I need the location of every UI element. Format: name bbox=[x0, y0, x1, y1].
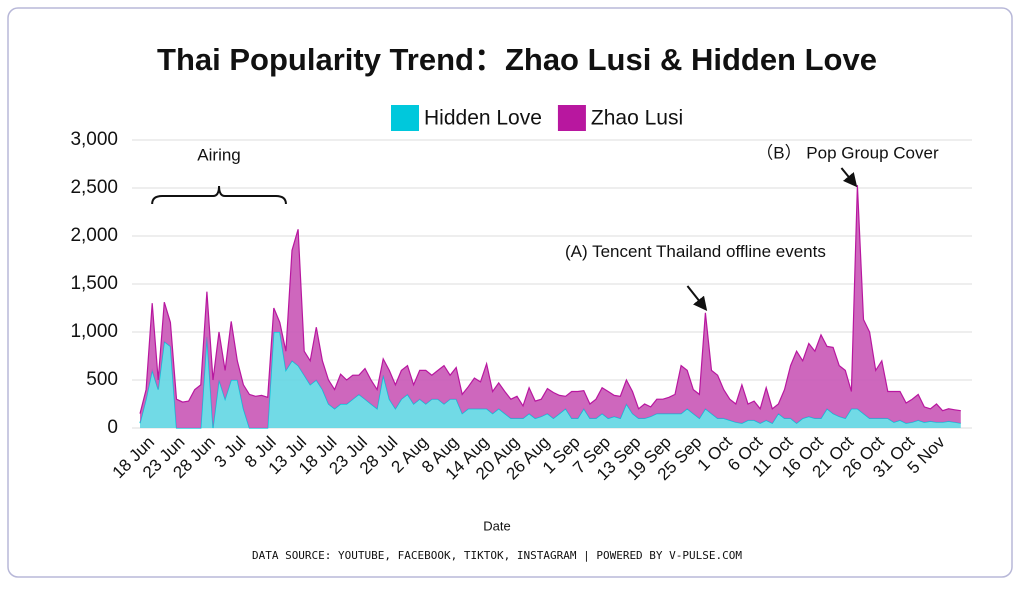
y-tick-label: 2,500 bbox=[70, 177, 118, 198]
legend-label: Hidden Love bbox=[424, 107, 542, 130]
arrow bbox=[840, 167, 858, 188]
chart-title: Thai Popularity Trend：Zhao Lusi & Hidden… bbox=[157, 42, 877, 77]
y-tick-label: 0 bbox=[107, 417, 118, 438]
y-tick-label: 1,000 bbox=[70, 321, 118, 342]
area bbox=[140, 185, 961, 428]
legend-swatch bbox=[391, 105, 419, 131]
annotation: Airing bbox=[197, 145, 240, 164]
y-tick-label: 2,000 bbox=[70, 225, 118, 246]
y-tick-label: 1,500 bbox=[70, 273, 118, 294]
y-tick-label: 3,000 bbox=[70, 129, 118, 150]
area-line bbox=[139, 185, 961, 414]
card bbox=[7, 7, 1013, 578]
footer: DATA SOURCE: YOUTUBE, FACEBOOK, TIKTOK, … bbox=[252, 549, 742, 562]
y-tick-label: 500 bbox=[86, 369, 118, 390]
arrow bbox=[686, 285, 708, 311]
legend-swatch bbox=[557, 105, 586, 131]
annotation: (A) Tencent Thailand offline events bbox=[565, 242, 826, 261]
legend-label: Zhao Lusi bbox=[591, 107, 683, 130]
x-axis-label: Date bbox=[483, 518, 510, 533]
annotation: （B） Pop Group Cover bbox=[756, 143, 939, 162]
brace bbox=[151, 185, 287, 205]
